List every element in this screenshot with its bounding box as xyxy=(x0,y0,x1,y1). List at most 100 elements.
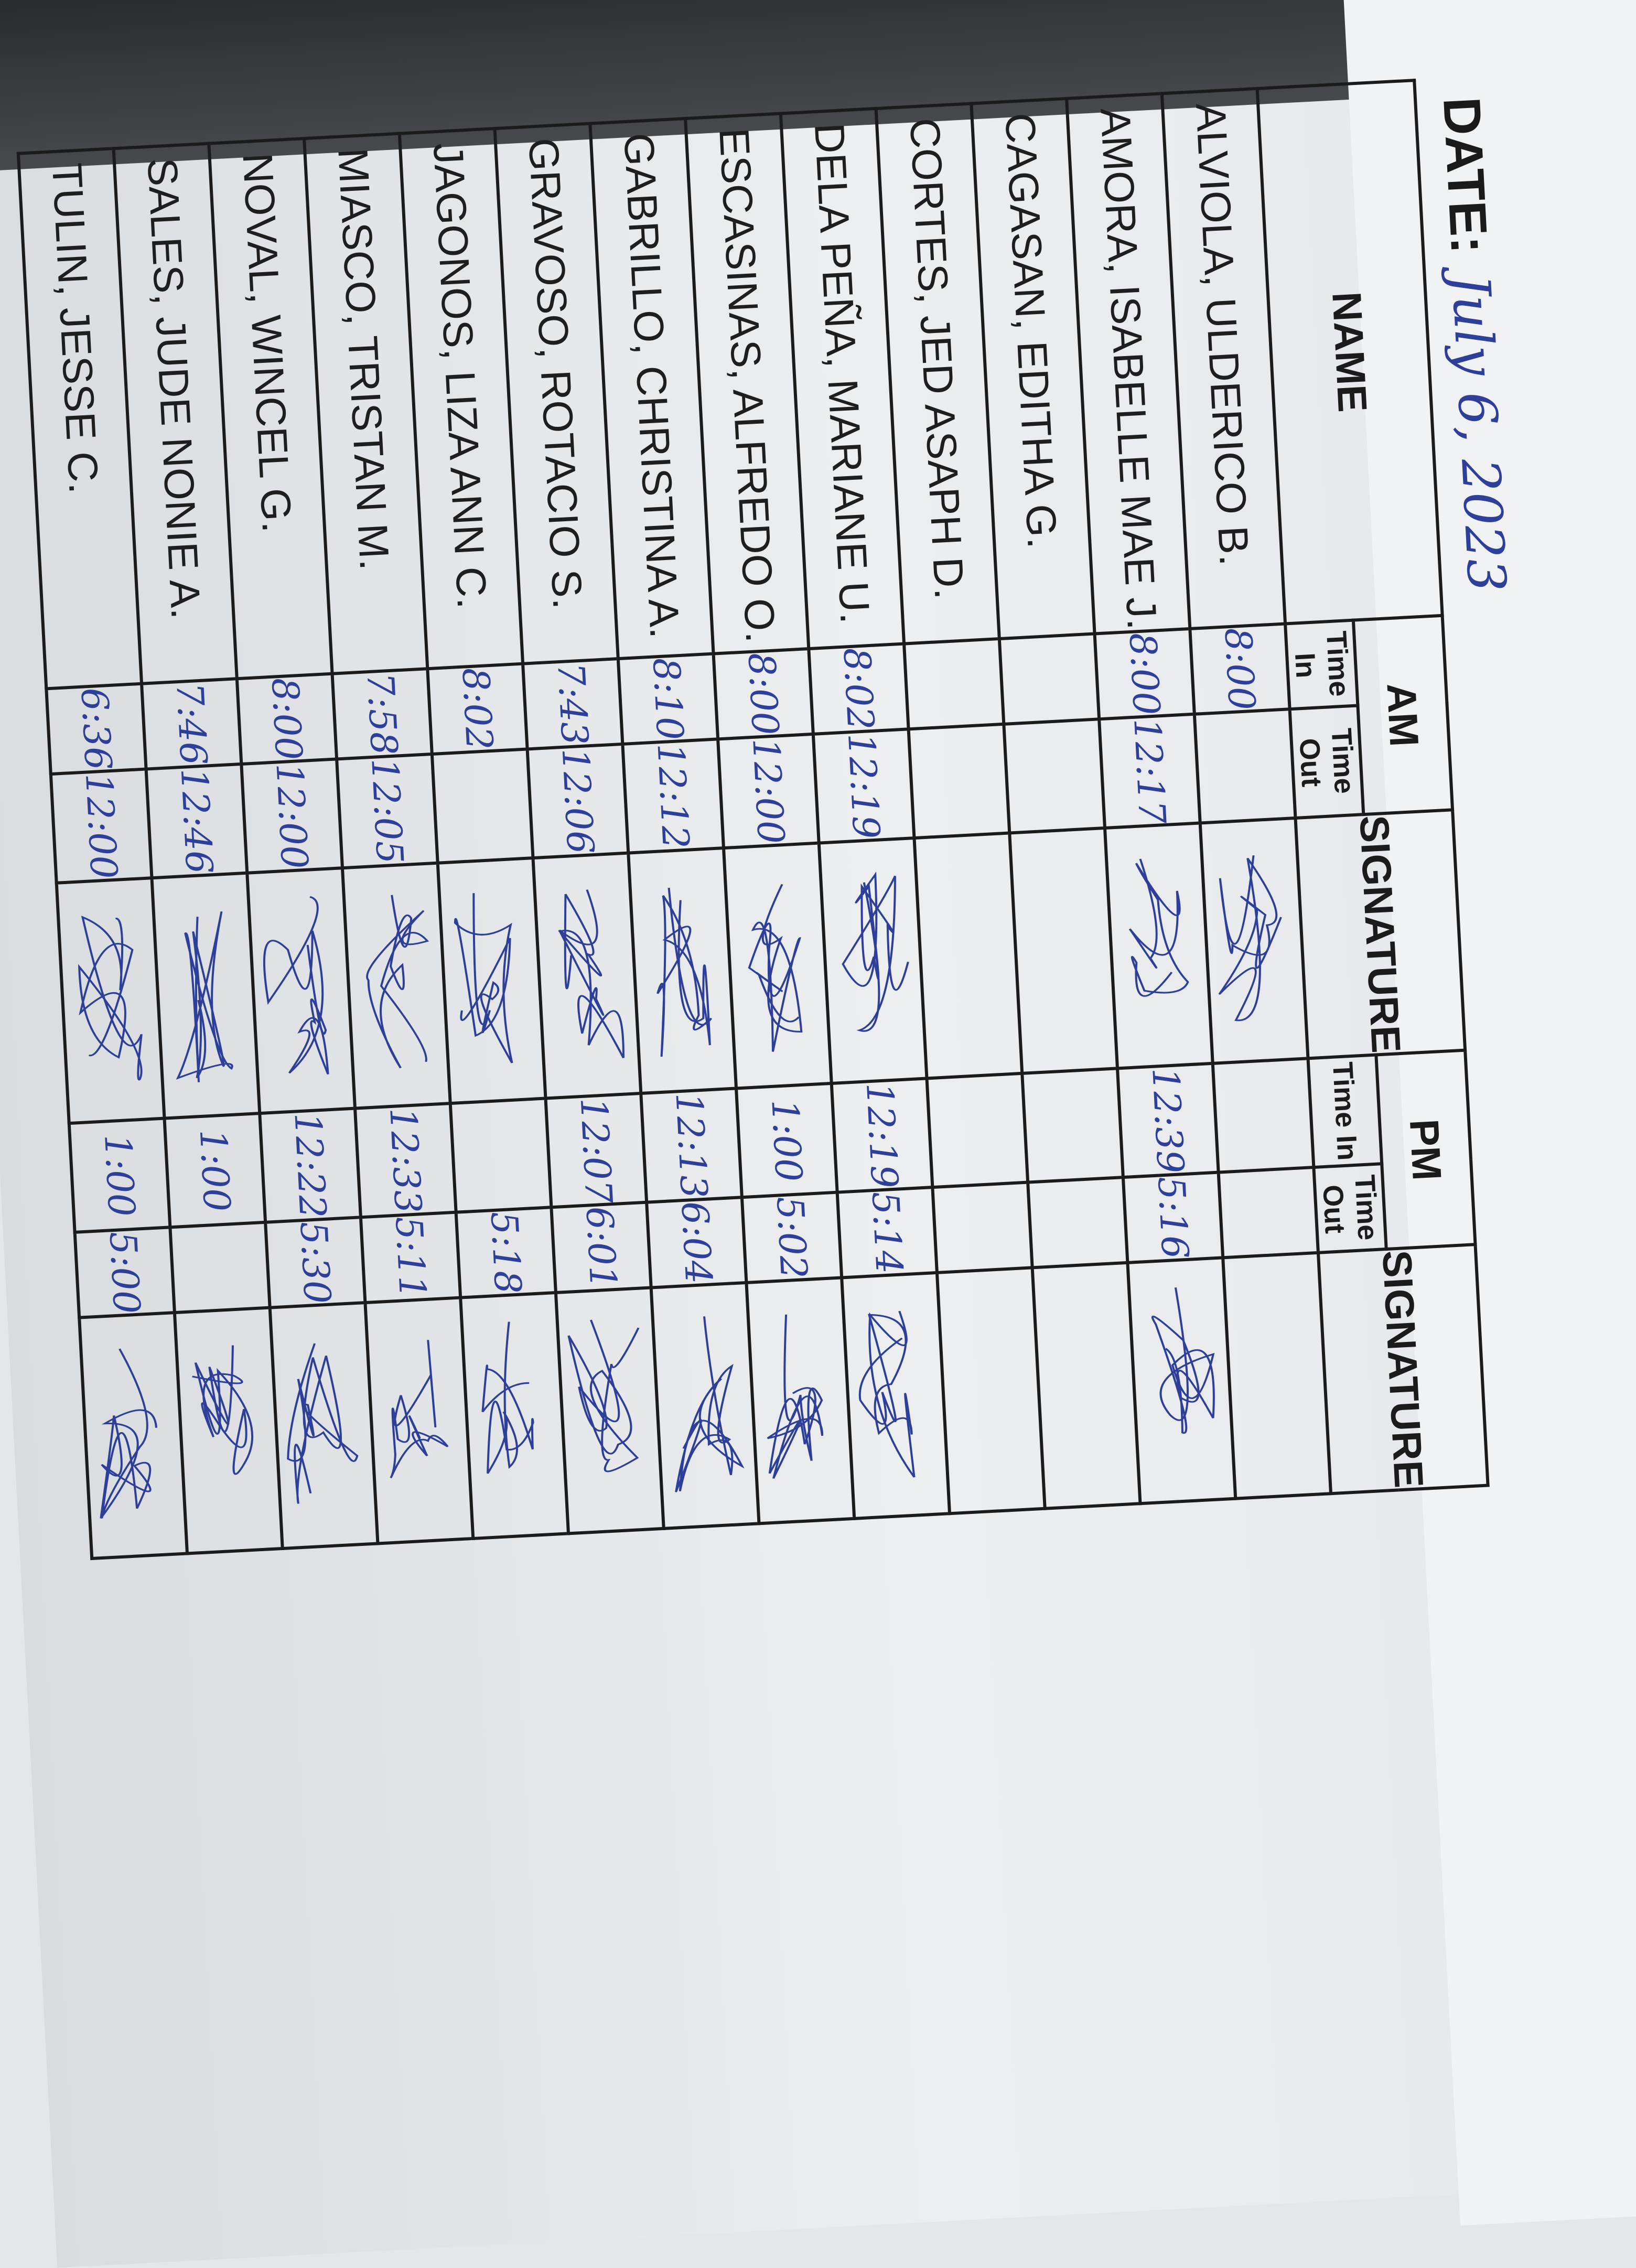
am-signature xyxy=(342,863,450,1109)
table-row: TULIN, JESSE C. 6:36 12:00 1:00 5:00 xyxy=(18,148,187,1558)
pm-time-out xyxy=(932,1182,1032,1273)
am-time-out: 12:12 xyxy=(622,739,724,853)
handwritten-signature xyxy=(1218,855,1282,1022)
am-time-in xyxy=(904,638,1004,729)
attendance-rows: ALVIOLA, ULDERICO B. 8:00 AMORA, ISABELLE … xyxy=(18,88,1331,1558)
signature-stroke xyxy=(842,871,909,1032)
pm-signature xyxy=(365,1297,473,1544)
am-time-in: 7:43 xyxy=(523,658,623,749)
pm-signature xyxy=(1127,1257,1236,1504)
handwritten-signature xyxy=(390,1340,449,1479)
am-signature xyxy=(914,833,1022,1079)
signature-stroke xyxy=(263,896,329,1074)
am-time-in: 8:00 xyxy=(236,673,337,765)
signature-stroke xyxy=(1151,1287,1215,1434)
handwritten-signature xyxy=(656,887,713,1057)
handwritten-signature xyxy=(100,1348,158,1519)
handwritten-signature xyxy=(366,895,429,1069)
handwritten-signature xyxy=(567,1319,640,1472)
attendance-sheet: DATE: July 6, 2023 NAME AM SIGNATURE PM … xyxy=(17,79,1518,1560)
signature-stroke xyxy=(767,1315,824,1479)
table-row: ALVIOLA, ULDERICO B. 8:00 xyxy=(1161,88,1331,1499)
signature-stroke xyxy=(1218,855,1282,1022)
pm-time-out: 5:14 xyxy=(837,1187,937,1278)
am-time-out: 12:06 xyxy=(527,744,629,858)
signature-stroke xyxy=(176,911,233,1082)
handwritten-signature xyxy=(675,1316,745,1492)
signature-stroke xyxy=(656,887,713,1057)
am-time-out: 12:05 xyxy=(337,754,438,868)
table-row: ESCASINAS, ALFREDO O. 8:00 12:00 1:00 5:02 xyxy=(685,113,855,1524)
table-row: GRAVOSO, ROTACIO S. 7:43 12:06 12:07 6:01 xyxy=(494,123,664,1534)
header-pm: PM xyxy=(1376,1050,1476,1250)
signature-stroke xyxy=(454,893,513,1063)
table-row: AMORA, ISABELLE MAE J. 8:00 12:17 12:39 5:16 xyxy=(1067,93,1236,1504)
signature-stroke xyxy=(192,1345,253,1475)
am-time-in: 8:00 xyxy=(713,648,813,739)
pm-time-out: 6:04 xyxy=(647,1197,747,1288)
am-time-out: 12:00 xyxy=(50,769,152,883)
pm-signature xyxy=(651,1283,759,1529)
am-time-out: 12:00 xyxy=(718,734,819,848)
signature-stroke xyxy=(100,1348,158,1519)
pm-time-in: 12:19 xyxy=(831,1078,933,1192)
pm-time-in xyxy=(1022,1068,1123,1183)
pm-signature xyxy=(79,1313,187,1558)
table-row: SALES, JUDE NONIE A. 7:46 12:46 1:00 xyxy=(113,143,283,1554)
header-name: NAME xyxy=(1257,80,1443,624)
table-row: DELA PEÑA, MARIANE U. 8:02 12:19 12:19 5:14 xyxy=(780,108,950,1519)
pm-time-out: 5:00 xyxy=(74,1227,175,1318)
date-value: July 6, 2023 xyxy=(1440,273,1518,594)
table-row: JAGONOS, LIZA ANN C. 8:02 5:18 xyxy=(399,128,568,1539)
am-signature xyxy=(56,878,165,1124)
handwritten-signature xyxy=(176,911,233,1082)
signature-stroke xyxy=(287,1343,359,1504)
signature-stroke xyxy=(390,1340,449,1479)
pm-signature xyxy=(842,1273,950,1519)
am-time-in: 7:46 xyxy=(142,679,242,769)
handwritten-signature xyxy=(748,884,803,1052)
am-signature xyxy=(723,843,832,1089)
am-time-in: 6:36 xyxy=(46,683,146,775)
pm-signature xyxy=(174,1307,283,1554)
pm-time-in xyxy=(450,1098,552,1212)
am-time-out: 12:19 xyxy=(813,729,914,843)
handwritten-signature xyxy=(287,1343,359,1504)
pm-signature xyxy=(937,1267,1045,1514)
handwritten-signature xyxy=(192,1345,253,1475)
header-am-signature: SIGNATURE xyxy=(1295,810,1466,1059)
am-time-out xyxy=(1004,719,1105,833)
handwritten-signature xyxy=(481,1321,534,1474)
pm-time-in: 12:13 xyxy=(641,1088,742,1202)
am-time-in: 8:10 xyxy=(618,653,718,744)
date-label: DATE: xyxy=(1432,95,1500,255)
handwritten-signature xyxy=(263,896,329,1074)
pm-signature xyxy=(460,1293,568,1539)
handwritten-signature xyxy=(858,1311,916,1478)
am-time-in xyxy=(999,633,1100,724)
am-signature xyxy=(152,873,260,1119)
signature-stroke xyxy=(858,1311,916,1478)
signature-stroke xyxy=(748,884,803,1052)
pm-signature xyxy=(746,1277,855,1524)
am-time-out xyxy=(1194,709,1296,823)
am-time-in: 8:02 xyxy=(427,663,528,755)
header-pm-signature: SIGNATURE xyxy=(1318,1244,1488,1494)
pm-time-in xyxy=(927,1073,1028,1188)
signature-stroke xyxy=(675,1316,745,1492)
pm-time-in: 12:33 xyxy=(355,1103,456,1218)
signature-stroke xyxy=(366,895,429,1069)
header-pm-time-out: Time Out xyxy=(1314,1164,1386,1253)
pm-time-out: 6:01 xyxy=(551,1202,651,1293)
pm-time-out: 5:11 xyxy=(360,1212,461,1303)
am-time-in: 8:00 xyxy=(1094,628,1194,719)
pm-time-out xyxy=(170,1222,270,1313)
signature-stroke xyxy=(481,1321,534,1474)
handwritten-signature xyxy=(842,871,909,1032)
signature-stroke xyxy=(78,915,143,1081)
pm-time-in: 12:39 xyxy=(1117,1063,1219,1178)
pm-signature xyxy=(1032,1263,1140,1509)
am-signature xyxy=(628,847,737,1094)
signature-stroke xyxy=(567,1319,640,1472)
pm-signature xyxy=(1223,1253,1331,1499)
